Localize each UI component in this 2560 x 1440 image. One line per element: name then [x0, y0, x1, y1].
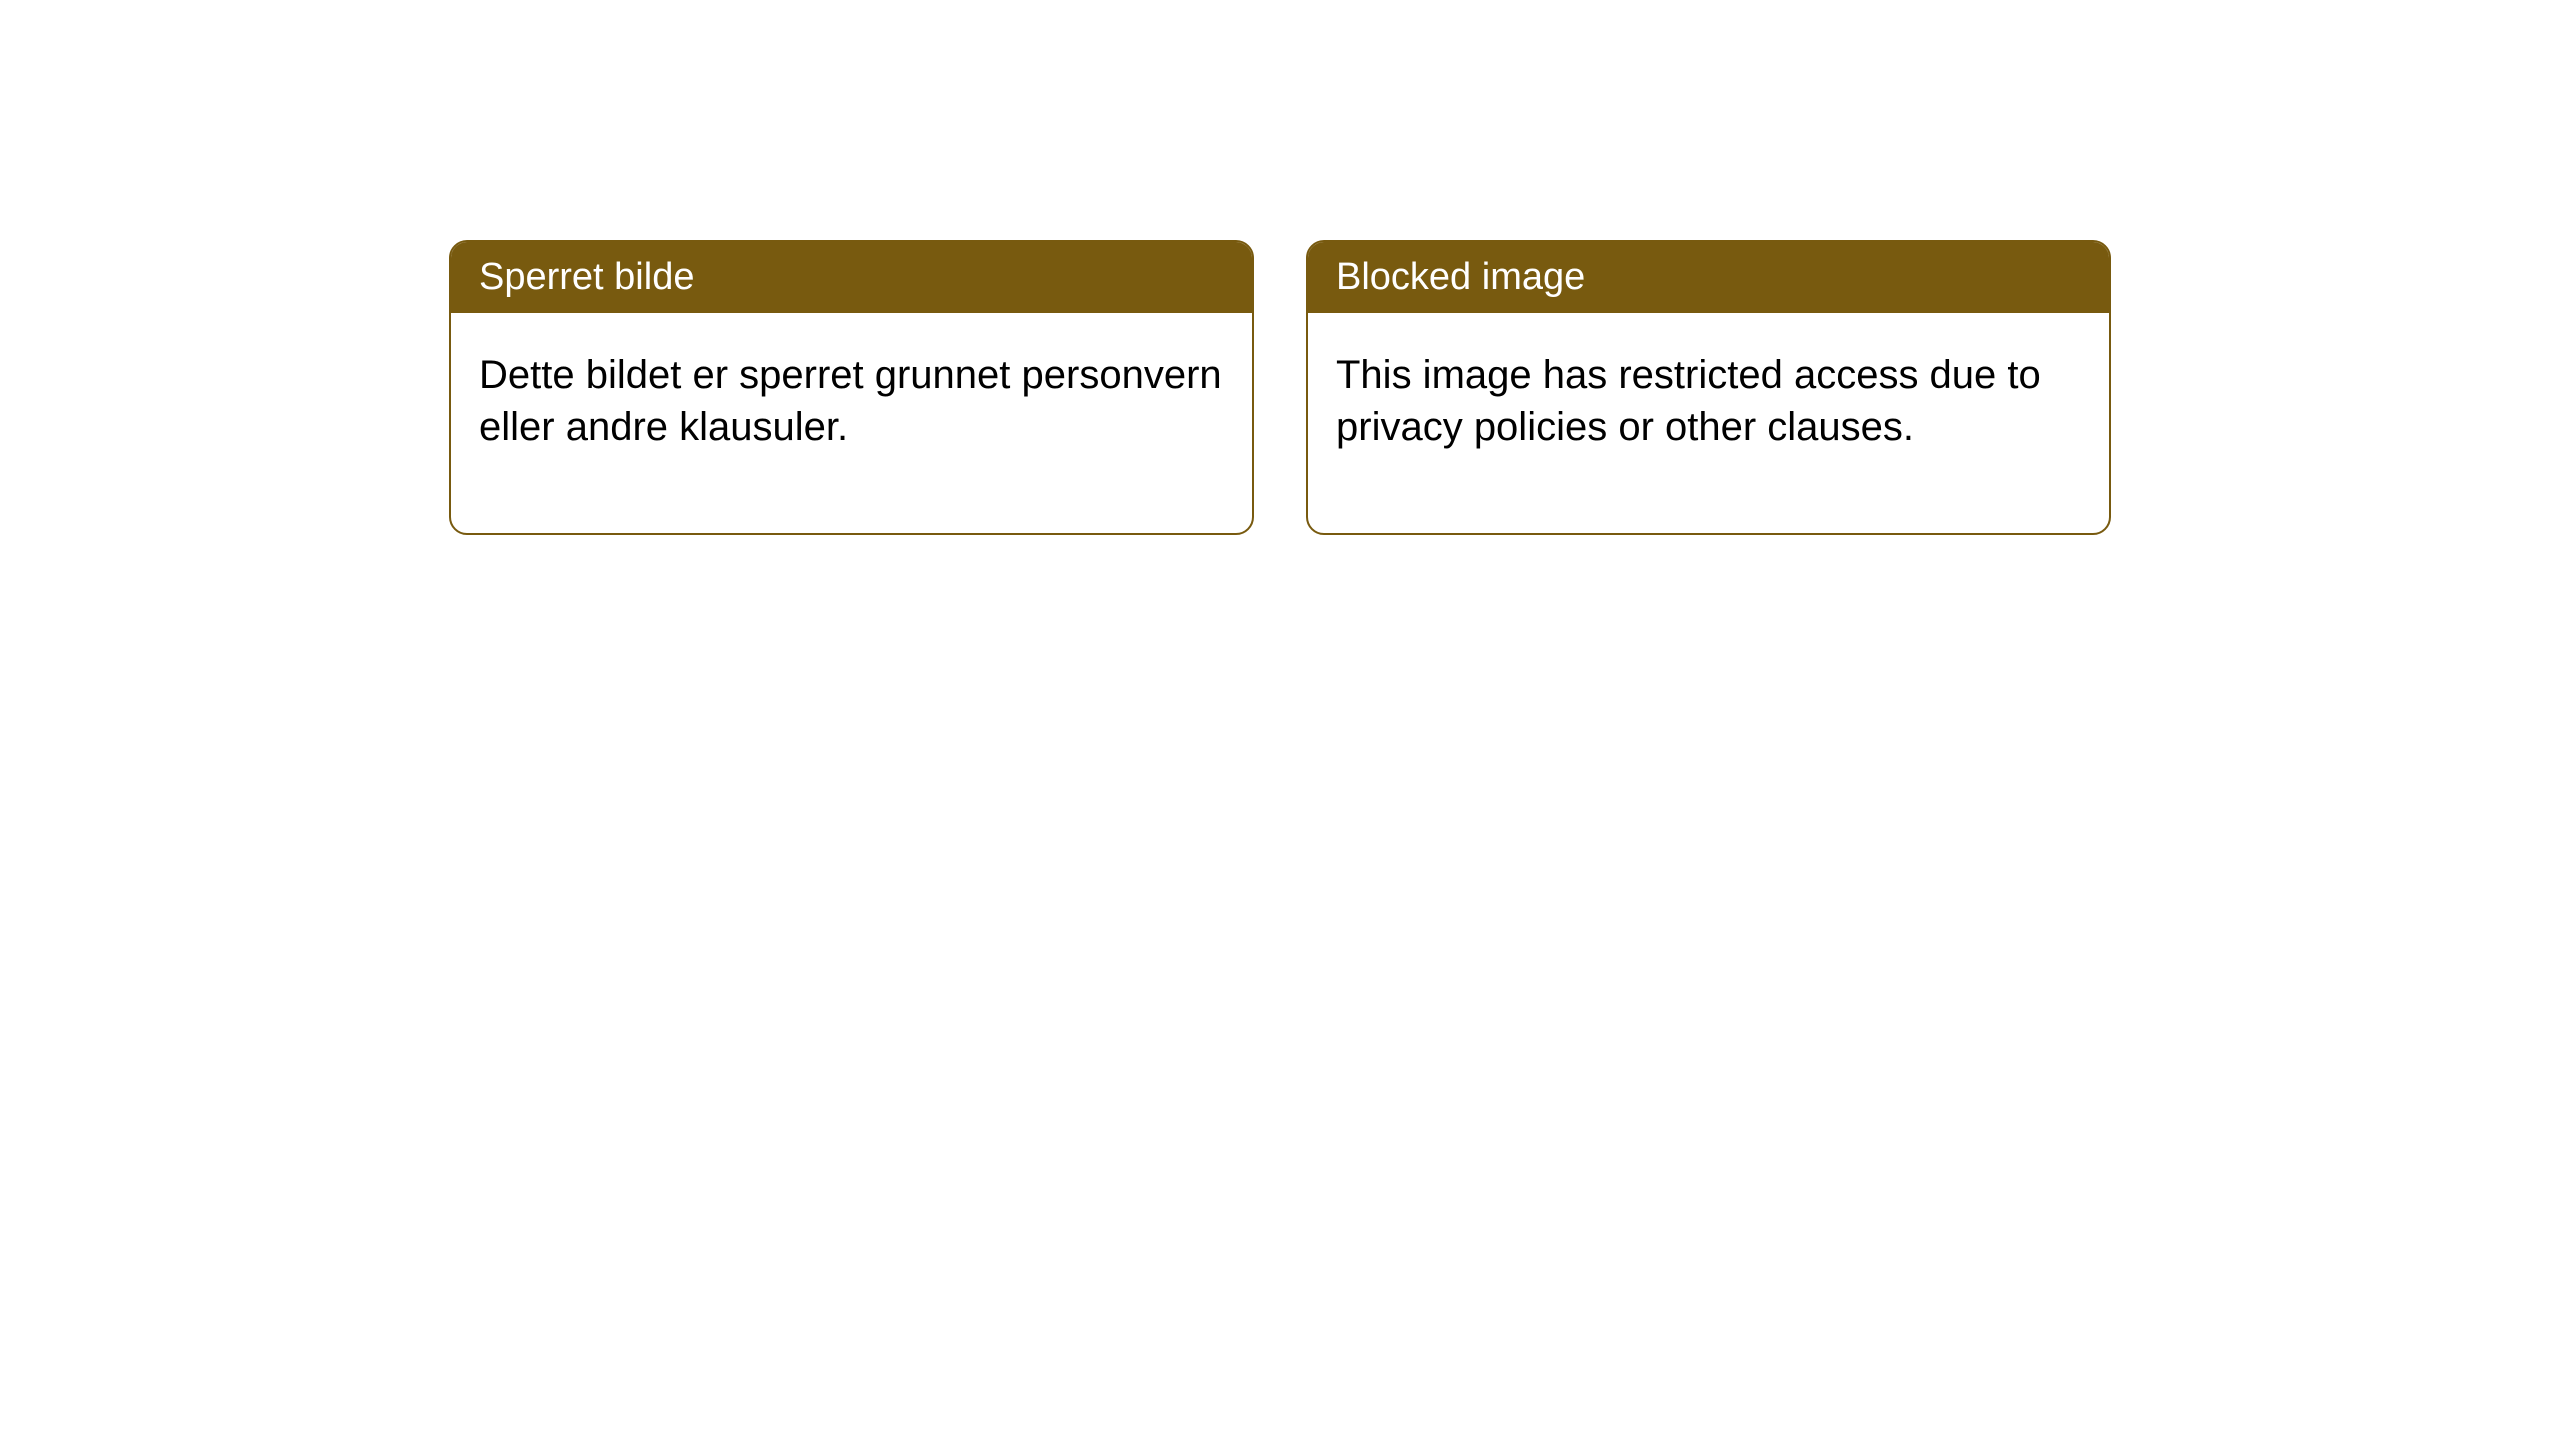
notice-body: This image has restricted access due to …: [1308, 313, 2109, 533]
notice-card-norwegian: Sperret bilde Dette bildet er sperret gr…: [449, 240, 1254, 535]
notices-container: Sperret bilde Dette bildet er sperret gr…: [0, 0, 2560, 535]
notice-title: Sperret bilde: [451, 242, 1252, 313]
notice-title: Blocked image: [1308, 242, 2109, 313]
notice-card-english: Blocked image This image has restricted …: [1306, 240, 2111, 535]
notice-body: Dette bildet er sperret grunnet personve…: [451, 313, 1252, 533]
